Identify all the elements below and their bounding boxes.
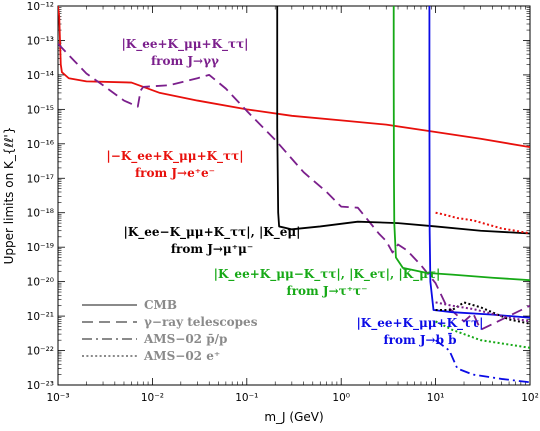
legend-label: γ−ray telescopes [144, 315, 258, 329]
ann-bb-line1: |K_ee+K_μμ+K_ττ| [356, 316, 483, 331]
y-tick-label: 10⁻¹⁷ [27, 173, 54, 185]
y-tick-label: 10⁻¹⁶ [27, 139, 54, 151]
y-tick-label: 10⁻¹³ [27, 35, 54, 47]
series-line-blue-solid [428, 6, 530, 319]
x-axis-label: m_J (GeV) [264, 410, 323, 424]
series-line-blue-dashdot [435, 339, 530, 384]
y-tick-label: 10⁻¹⁹ [27, 242, 54, 254]
series-line-purple-dashed [58, 43, 530, 331]
ann-tautau-line2: from J→τ⁺τ⁻ [287, 284, 368, 298]
ann-ee-line2: from J→e⁺e⁻ [135, 166, 215, 180]
y-tick-label: 10⁻²³ [27, 380, 54, 392]
plot-frame [57, 5, 531, 386]
series-line-green-dotted [435, 320, 530, 349]
series-line-green-solid [392, 6, 530, 282]
x-tick-label: 10⁻³ [46, 392, 69, 404]
ann-mumu-line1: |K_ee−K_μμ+K_ττ|, |K_eμ| [123, 225, 300, 240]
ann-tautau-line1: |K_ee+K_μμ−K_ττ|, |K_eτ|, |K_μτ| [214, 267, 441, 282]
ann-gammagamma-line2: from J→γγ [151, 54, 219, 68]
y-tick-label: 10⁻²⁰ [27, 277, 54, 289]
y-tick-label: 10⁻¹⁵ [27, 104, 54, 116]
series-line-black-dotted [435, 301, 530, 325]
ann-mumu-line2: from J→μ⁺μ⁻ [171, 242, 253, 256]
y-tick-label: 10⁻²¹ [27, 311, 54, 323]
x-tick-label: 10⁰ [332, 392, 350, 404]
y-tick-label: 10⁻¹² [27, 1, 54, 13]
ann-ee-line1: |−K_ee+K_μμ+K_ττ| [106, 149, 243, 164]
ann-gammagamma-line1: |K_ee+K_μμ+K_ττ| [121, 37, 248, 52]
y-axis-label: Upper limits on K_{ℓℓ'} [2, 127, 16, 265]
legend-label: CMB [144, 298, 177, 312]
legend-label: AMS−02 e⁺ [143, 349, 220, 363]
x-tick-label: 10¹ [427, 392, 445, 404]
ann-bb-line2: from J→b b̄ [383, 331, 456, 347]
x-tick-label: 10² [521, 392, 539, 404]
y-tick-label: 10⁻¹⁴ [27, 70, 54, 82]
legend-label: AMS−02 p̄/p [143, 332, 227, 346]
series-line-black-solid [276, 6, 530, 235]
series-group [58, 6, 530, 384]
y-tick-label: 10⁻²² [27, 346, 54, 358]
x-tick-label: 10⁻¹ [235, 392, 258, 404]
x-tick-label: 10⁻² [141, 392, 164, 404]
series-line-red-solid [58, 6, 530, 149]
y-tick-label: 10⁻¹⁸ [27, 208, 54, 220]
